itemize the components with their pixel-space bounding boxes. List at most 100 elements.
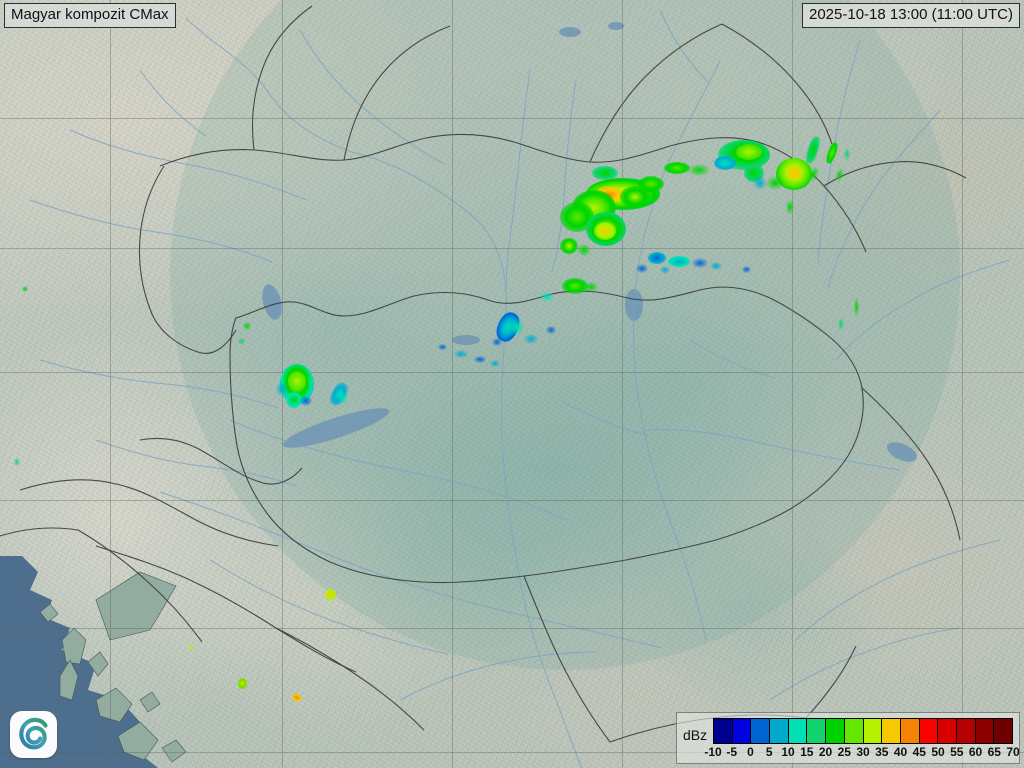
lake-balaton — [282, 408, 390, 448]
lake-small-se — [887, 442, 917, 462]
island-small-1 — [39, 603, 59, 623]
river-se-2 — [769, 627, 961, 701]
radar-coverage-circle — [170, 0, 960, 670]
island-krk — [61, 627, 87, 665]
border-ukraine-ne — [823, 161, 967, 187]
colorbar-swatch — [732, 719, 752, 743]
echo-cell — [592, 166, 618, 180]
colorbar-swatch — [882, 719, 901, 743]
island-small-2 — [139, 691, 161, 713]
lake-velence — [452, 335, 480, 345]
colorbar-unit-label: dBz — [683, 727, 708, 743]
river-nw-1 — [69, 129, 307, 201]
colorbar-swatch — [770, 719, 789, 743]
echo-cell — [803, 135, 823, 165]
timestamp-box: 2025-10-18 13:00 (11:00 UTC) — [801, 3, 1020, 28]
echo-cell — [338, 392, 348, 404]
echo-cell — [692, 258, 708, 268]
colorbar-tick-label: 45 — [912, 745, 926, 759]
border-poland-ne — [589, 23, 723, 163]
border-bosnia — [275, 627, 425, 731]
echo-cell — [524, 334, 538, 344]
river-vah — [505, 69, 531, 291]
border-czech — [252, 5, 313, 151]
colorbar-swatches — [713, 718, 1013, 744]
colorbar-tick-label: 15 — [800, 745, 814, 759]
colorbar-swatch — [938, 719, 957, 743]
colorbar-swatch — [975, 719, 995, 743]
echo-cell — [664, 162, 690, 174]
river-hron — [551, 79, 577, 273]
river-nw-2 — [29, 199, 273, 263]
colorbar-tick-label: 70 — [1006, 745, 1020, 759]
river-mid-2 — [559, 399, 651, 437]
border-hungary — [229, 286, 864, 584]
colorbar-swatch — [807, 719, 827, 743]
lake-small-ne — [608, 22, 624, 30]
border-se-2 — [805, 645, 857, 719]
echo-cell — [540, 292, 554, 302]
border-croatia-south — [95, 545, 357, 673]
echo-cell — [838, 318, 844, 330]
echo-cell — [648, 252, 666, 264]
echo-cell — [786, 200, 794, 214]
river-n-1 — [299, 29, 445, 165]
border-adriatic-coast — [77, 529, 203, 643]
echo-cell — [562, 278, 588, 294]
echo-cell — [546, 326, 556, 334]
echo-cell — [584, 282, 598, 292]
omsz-logo[interactable] — [10, 711, 57, 758]
river-ne-3 — [659, 9, 709, 83]
echo-cell — [276, 382, 288, 396]
echo-cell — [834, 167, 845, 183]
echo-cell — [688, 164, 710, 176]
colorbar-swatch — [714, 719, 733, 743]
echo-cell — [238, 678, 247, 689]
river-danube-mid — [351, 151, 583, 768]
echo-cell — [290, 692, 304, 703]
river-s-1 — [209, 559, 449, 655]
colorbar-swatch — [788, 719, 808, 743]
river-w-1 — [95, 439, 297, 487]
island-pag — [95, 687, 133, 723]
echo-cell — [288, 372, 306, 390]
colorbar-swatch — [994, 719, 1012, 743]
river-ne-2 — [827, 109, 941, 289]
colorbar-tick-label: 55 — [950, 745, 964, 759]
colorbar-tick-label: -10 — [704, 745, 722, 759]
echo-cell — [668, 256, 690, 267]
colorbar-tick-label: 40 — [893, 745, 908, 759]
echo-cell — [636, 264, 648, 273]
colorbar-swatch — [751, 719, 771, 743]
colorbar-tick-label: 30 — [856, 745, 870, 759]
colorbar-tick-label: 65 — [987, 745, 1001, 759]
echo-cell — [300, 396, 312, 406]
dbz-colorbar-legend: dBz -10 -5 0 5 10 15 20 25 30 35 40 45 50 55 60 65 70 — [676, 712, 1020, 764]
echo-cell — [238, 338, 245, 345]
river-sava — [159, 491, 663, 649]
echo-cell — [710, 262, 722, 270]
echo-cell — [844, 148, 850, 160]
echo-cell — [854, 298, 859, 316]
lake-neusiedl — [262, 284, 282, 320]
echo-cell — [824, 141, 840, 165]
colorbar-swatch — [826, 719, 845, 743]
border-austria-west — [139, 165, 237, 354]
island-cres — [59, 659, 79, 701]
border-italy-sw — [0, 527, 79, 537]
colorbar-swatch — [900, 719, 920, 743]
border-slovenia — [139, 437, 303, 485]
border-serbia — [523, 575, 611, 743]
border-slovakia-north — [159, 133, 867, 253]
echo-cell — [594, 222, 616, 240]
echo-cell — [576, 244, 592, 256]
colorbar-swatch — [863, 719, 883, 743]
colorbar-tick-label: 25 — [837, 745, 851, 759]
colorbar-swatch — [919, 719, 939, 743]
river-drava — [229, 419, 567, 521]
echo-cell — [510, 318, 524, 336]
echo-cell — [188, 644, 194, 650]
colorbar-tick-label: 60 — [968, 745, 983, 759]
colorbar-swatch — [956, 719, 976, 743]
